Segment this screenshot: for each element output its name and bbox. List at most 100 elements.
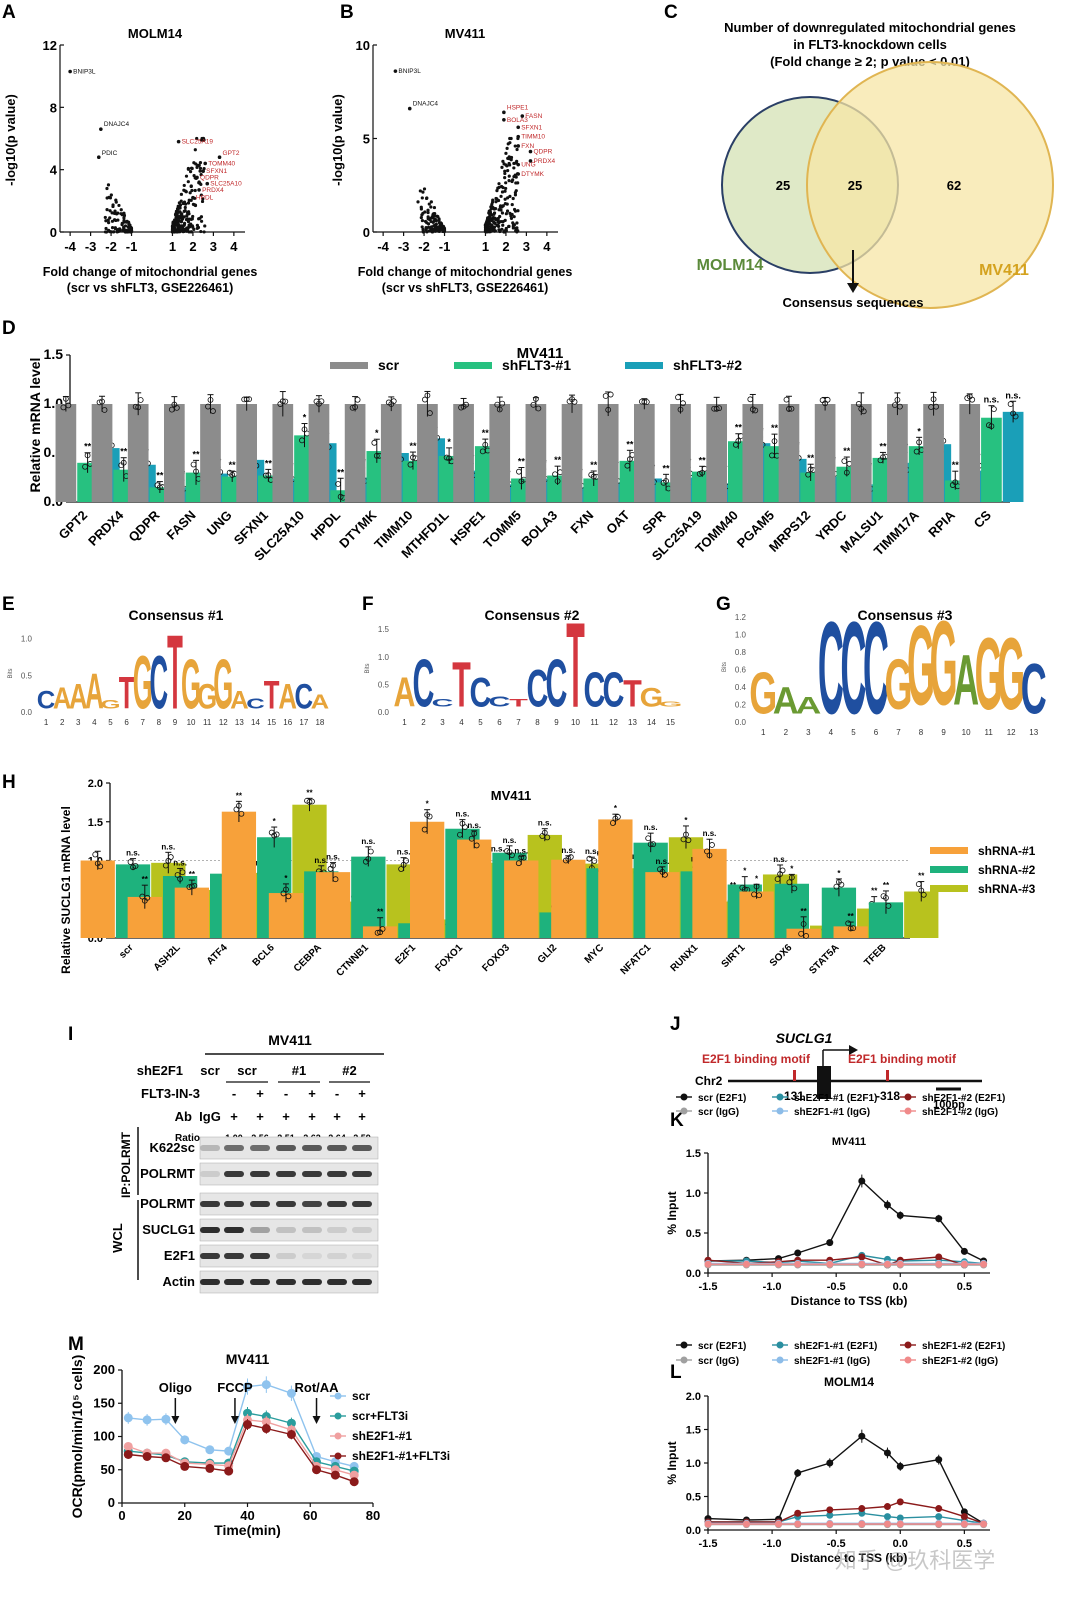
data-point — [883, 1201, 891, 1209]
replicate-point — [168, 406, 175, 413]
blot-band — [224, 1279, 244, 1285]
blot-band — [276, 1201, 296, 1207]
data-point — [189, 184, 193, 189]
logo-letter: C — [470, 669, 492, 716]
replicate-point — [101, 407, 108, 413]
y-tick-label: 0 — [50, 225, 57, 240]
blot-band — [327, 1227, 347, 1233]
data-point — [104, 226, 108, 231]
logo-letter: C — [37, 687, 56, 715]
position-label: 6 — [874, 728, 879, 737]
legend-label: shE2F1-#2 (E2F1) — [922, 1093, 1005, 1104]
significance-label: * — [284, 874, 288, 883]
y-tick-label: 0.5 — [378, 680, 390, 689]
bar — [164, 404, 185, 502]
position-label: 16 — [283, 718, 292, 727]
data-point — [179, 220, 183, 224]
blot-band — [327, 1145, 347, 1151]
data-point — [896, 1514, 904, 1522]
category-label: TOMM5 — [480, 508, 524, 552]
band-label: K622sc — [149, 1140, 195, 1155]
logo-letter: C — [1021, 650, 1047, 730]
replicate-point — [337, 493, 344, 500]
data-point — [419, 215, 423, 220]
y-axis-label: Bits — [8, 668, 14, 678]
data-point — [416, 200, 420, 204]
bar — [833, 926, 868, 938]
significance-label: ** — [156, 471, 164, 481]
significance-label: n.s. — [703, 829, 717, 838]
data-point — [896, 1520, 904, 1528]
data-point — [426, 208, 430, 212]
data-point — [503, 176, 507, 180]
category-label: NFATC1 — [619, 942, 654, 977]
data-point — [349, 1470, 359, 1480]
replicate-point — [952, 479, 959, 486]
gene-label: FXN — [521, 143, 534, 150]
pos-left: 131 — [784, 1089, 804, 1103]
position-label: 4 — [459, 718, 464, 727]
chart-ylabel: Relative SUCLG1 mRNA level — [59, 806, 73, 974]
data-point — [110, 225, 115, 230]
bar — [634, 404, 655, 502]
position-label: 9 — [173, 718, 178, 727]
x-tick-label: 80 — [366, 1508, 380, 1523]
data-point — [199, 173, 203, 177]
logo-letter: C — [489, 693, 511, 710]
replicate-point — [677, 406, 684, 413]
position-label: 3 — [806, 728, 811, 737]
flt3-sign: + — [256, 1086, 264, 1101]
data-point — [113, 227, 118, 231]
legend-marker — [680, 1107, 688, 1115]
replicate-point — [367, 848, 374, 855]
position-label: 15 — [267, 718, 276, 727]
replicate-point — [262, 472, 269, 479]
logo-letter: C — [413, 646, 435, 722]
bar — [850, 404, 872, 502]
significance-label: * — [303, 413, 307, 423]
replicate-point — [156, 484, 163, 491]
data-point — [198, 160, 203, 165]
data-point — [182, 183, 186, 188]
panel-letter-f: F — [362, 594, 374, 615]
data-point — [513, 161, 517, 165]
data-point — [312, 1465, 322, 1475]
data-point — [123, 1449, 133, 1459]
ab-label: + — [230, 1109, 238, 1124]
data-point — [123, 224, 128, 228]
data-point — [503, 189, 507, 193]
data-point — [161, 1453, 171, 1463]
chart-title: MV411 — [832, 1136, 866, 1148]
data-point — [896, 1462, 904, 1470]
replicate-point — [709, 842, 715, 848]
significance-label: ** — [229, 460, 237, 470]
data-point — [704, 1520, 712, 1528]
data-point — [261, 1380, 271, 1390]
data-point — [198, 216, 202, 220]
injection-label: Rot/AA — [295, 1380, 340, 1395]
blot-band — [327, 1171, 347, 1177]
y-tick-label: 0.0 — [686, 1268, 701, 1280]
data-point — [184, 218, 189, 222]
data-point — [883, 1449, 891, 1457]
position-label: 4 — [92, 718, 97, 727]
bar — [410, 821, 445, 938]
gene-label: DTYMK — [521, 171, 544, 178]
replicate-point — [716, 405, 723, 412]
data-point — [429, 205, 433, 209]
category-label: RPIA — [925, 507, 958, 540]
data-point — [495, 189, 499, 193]
replicate-point — [788, 405, 795, 412]
replicate-point — [403, 857, 410, 864]
highlight-point — [203, 161, 208, 166]
significance-label: * — [755, 874, 759, 883]
x-tick-label: 3 — [210, 239, 217, 254]
x-axis-label: Distance to TSS (kb) — [791, 1551, 908, 1565]
logo-letter: T — [509, 696, 528, 709]
logo-letter: C — [840, 596, 866, 742]
x-tick-label: 40 — [240, 1508, 254, 1523]
injection-label: FCCP — [217, 1380, 253, 1395]
replicate-point — [713, 405, 720, 412]
replicate-point — [798, 930, 805, 937]
position-label: 14 — [647, 718, 656, 727]
